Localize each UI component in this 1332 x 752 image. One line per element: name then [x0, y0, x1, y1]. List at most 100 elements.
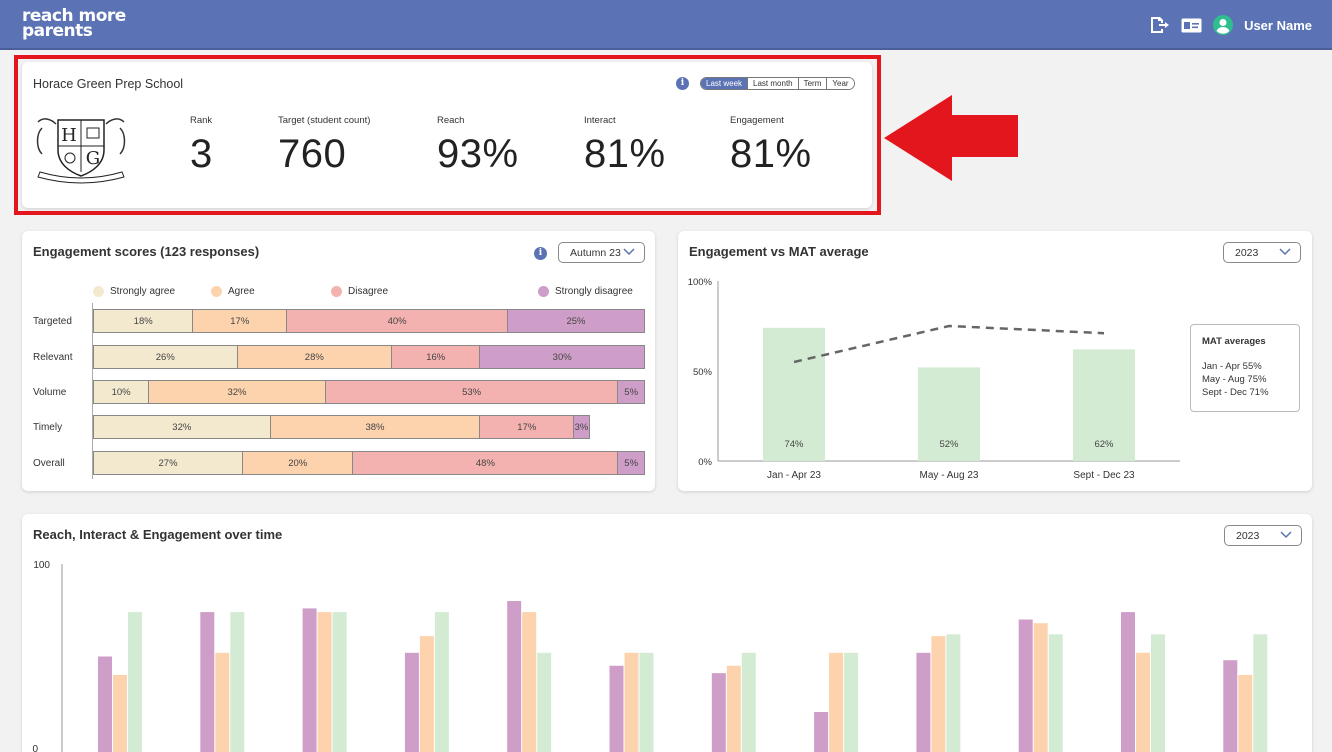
reach-interact-engagement-card: Reach, Interact & Engagement over time 2… [22, 514, 1312, 752]
bar-segment: 26% [93, 345, 237, 369]
bar-segment: 38% [269, 415, 480, 439]
school-crest-logo: H G [36, 118, 126, 184]
bar [507, 601, 522, 752]
legend-label: Strongly agree [110, 286, 176, 297]
row-label: Overall [33, 458, 65, 469]
bar [1136, 652, 1150, 752]
bar [711, 673, 726, 752]
bar [814, 712, 829, 752]
row-label: Volume [33, 387, 67, 398]
period-last-month[interactable]: Last month [748, 78, 799, 89]
period-year[interactable]: Year [827, 78, 854, 89]
highlight-box [14, 55, 881, 215]
bar [404, 652, 419, 752]
info-icon[interactable]: i [534, 247, 547, 260]
bar [726, 665, 741, 752]
bar-segment: 3% [573, 415, 590, 439]
bar-segment: 53% [324, 380, 618, 404]
data-label: 62% [1094, 439, 1114, 450]
bar [200, 612, 215, 752]
stat-value: 81% [730, 132, 812, 176]
bar [1223, 660, 1238, 752]
year-dropdown[interactable]: 2023 [1223, 242, 1301, 263]
mat-legend-line: Jan - Apr 55% [1202, 361, 1262, 372]
stat-value: 3 [190, 132, 213, 176]
chevron-down-icon [1280, 531, 1292, 539]
bar [829, 652, 844, 752]
legend-swatch [331, 286, 342, 297]
bar-segment: 32% [148, 380, 325, 404]
bar [317, 612, 332, 752]
bar [113, 675, 127, 752]
row-label: Targeted [33, 316, 72, 327]
id-card-icon[interactable] [1180, 14, 1202, 36]
svg-text:H: H [61, 125, 77, 146]
bar [946, 634, 961, 752]
legend-swatch [538, 286, 549, 297]
year-dropdown[interactable]: 2023 [1224, 525, 1302, 546]
school-summary-card: Horace Green Prep School i Last week Las… [22, 62, 872, 208]
legend-label: Agree [228, 286, 255, 297]
stat-engagement: Engagement 81% [730, 115, 812, 177]
stacked-bar: 26% 28% 16% 30% [93, 345, 645, 369]
period-toggle: Last week Last month Term Year [700, 77, 855, 90]
x-tick-label: Sept - Dec 23 [1073, 470, 1135, 481]
bar [1018, 619, 1033, 752]
mat-legend-title: MAT averages [1202, 336, 1266, 347]
bar [1073, 349, 1135, 461]
bar [918, 367, 980, 461]
bar [434, 612, 449, 752]
bar [1238, 675, 1253, 752]
data-label: 52% [939, 439, 959, 450]
bar [639, 652, 654, 752]
period-term[interactable]: Term [798, 78, 828, 89]
stat-reach: Reach 93% [437, 115, 519, 177]
stat-label: Engagement [730, 115, 784, 126]
bar [230, 612, 245, 752]
bar-segment: 16% [391, 345, 480, 369]
stat-label: Rank [190, 115, 213, 126]
bar-segment: 48% [352, 451, 618, 475]
info-icon[interactable]: i [676, 77, 689, 90]
bar [624, 652, 639, 752]
logout-icon[interactable] [1148, 14, 1170, 36]
user-avatar-icon[interactable] [1212, 14, 1234, 36]
mat-averages-legend: MAT averages Jan - Apr 55% May - Aug 75%… [1190, 324, 1300, 412]
bar-segment: 20% [242, 451, 353, 475]
bar-segment: 40% [286, 309, 507, 333]
period-last-week[interactable]: Last week [701, 78, 749, 89]
bar [931, 636, 946, 752]
user-name[interactable]: User Name [1244, 17, 1312, 33]
app-logo[interactable]: reach more parents [22, 8, 126, 40]
y-tick-label: 0% [698, 457, 712, 468]
term-dropdown[interactable]: Autumn 23 [558, 242, 645, 263]
chevron-down-icon [623, 248, 635, 256]
bar [763, 327, 825, 461]
bar [537, 652, 552, 752]
stat-target: Target (student count) 760 [278, 115, 370, 177]
legend-label: Strongly disagree [555, 286, 633, 297]
legend-swatch [211, 286, 222, 297]
bar [1151, 634, 1165, 752]
bar-segment: 32% [93, 415, 270, 439]
bar [1048, 634, 1063, 752]
bar [419, 636, 434, 752]
stat-label: Interact [584, 115, 616, 126]
bar-segment: 5% [617, 380, 645, 404]
stat-interact: Interact 81% [584, 115, 666, 177]
stat-value: 760 [278, 132, 347, 176]
stacked-bar: 32% 38% 17% 3% [93, 415, 645, 439]
x-tick-label: Jan - Apr 23 [767, 470, 821, 481]
bar [98, 656, 112, 752]
stat-label: Target (student count) [278, 115, 371, 126]
legend-agree: Agree [211, 286, 255, 297]
bar-segment: 28% [236, 345, 392, 369]
bar [332, 612, 347, 752]
legend-swatch [93, 286, 104, 297]
header-actions: User Name [1148, 14, 1312, 36]
stat-rank: Rank 3 [190, 115, 213, 177]
bar-segment: 17% [192, 309, 287, 333]
svg-text:G: G [86, 148, 100, 169]
stat-label: Reach [437, 115, 465, 126]
bar-segment: 17% [479, 415, 574, 439]
